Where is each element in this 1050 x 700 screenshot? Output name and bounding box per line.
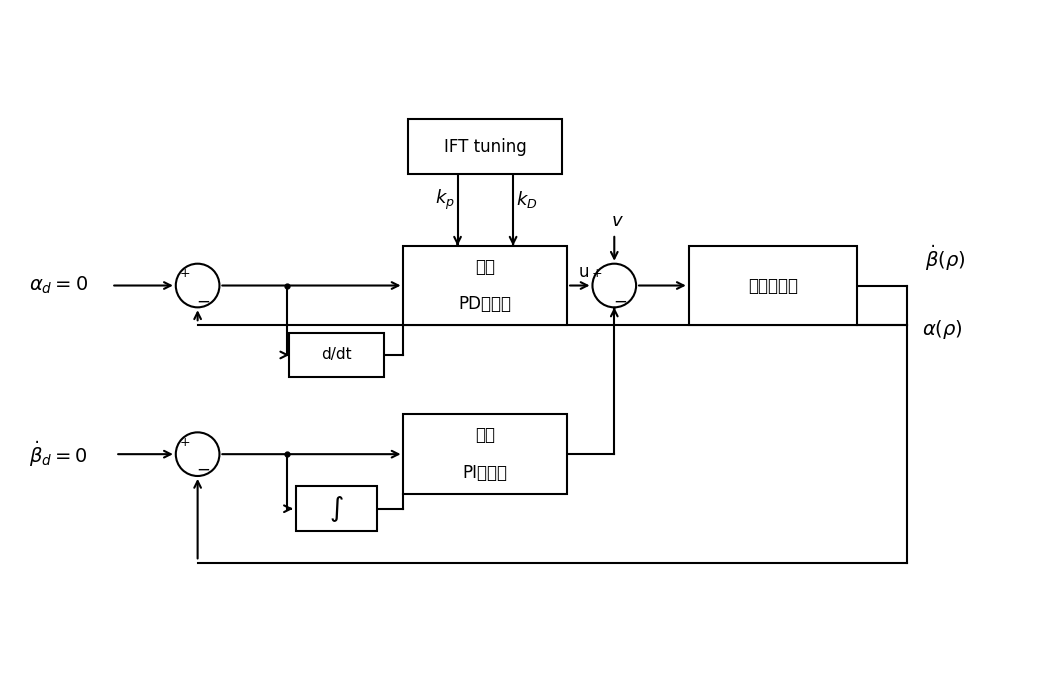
Text: d/dt: d/dt [321,347,352,363]
Bar [408,119,562,174]
Text: −: − [196,461,210,479]
Text: +: + [592,267,603,280]
Text: −: − [196,293,210,310]
Text: IFT tuning: IFT tuning [444,138,527,155]
Text: $\dot{\beta}(\rho)$: $\dot{\beta}(\rho)$ [925,243,965,272]
Bar [403,246,567,326]
Circle shape [592,264,636,307]
Text: $k_D$: $k_D$ [517,190,538,211]
Text: 速度: 速度 [476,426,496,444]
Circle shape [175,264,219,307]
Text: $\int$: $\int$ [329,494,344,524]
Bar [689,246,858,326]
Text: $\dot{\beta}_d=0$: $\dot{\beta}_d=0$ [29,440,88,469]
Bar [296,486,377,531]
Text: −: − [613,293,627,310]
Circle shape [175,433,219,476]
Text: $k_p$: $k_p$ [435,188,455,212]
Text: 角度: 角度 [476,258,496,276]
Text: 旋转倒立摆: 旋转倒立摆 [748,276,798,295]
Text: u: u [579,262,589,281]
Text: +: + [180,436,190,449]
Text: $\alpha_d=0$: $\alpha_d=0$ [29,275,88,296]
Text: PI控制器: PI控制器 [463,464,508,482]
Text: PD控制器: PD控制器 [459,295,511,314]
Bar [403,414,567,494]
Text: +: + [180,267,190,280]
Text: $\alpha(\rho)$: $\alpha(\rho)$ [922,318,963,341]
Bar [290,332,383,377]
Text: v: v [612,212,623,230]
